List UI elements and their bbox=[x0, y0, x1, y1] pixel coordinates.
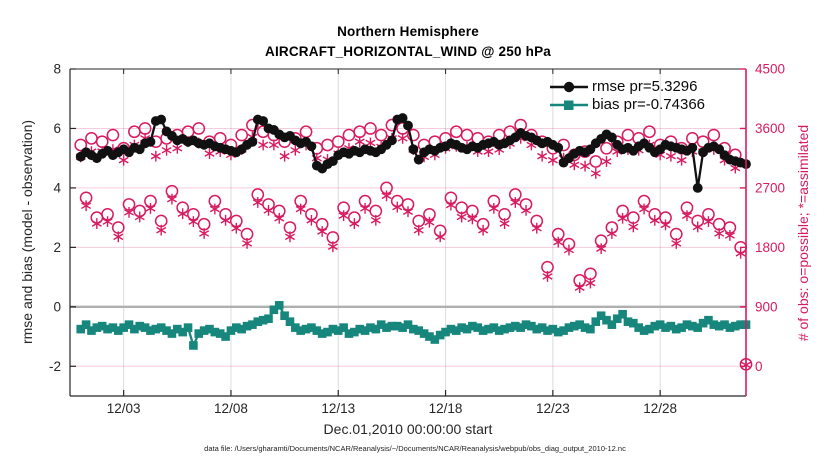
rmse-line-marker-icon bbox=[550, 81, 588, 92]
svg-text:1800: 1800 bbox=[755, 240, 785, 255]
footer-datafile: data file: /Users/gharamti/Documents/NCA… bbox=[204, 444, 626, 453]
tick-marks-and-labels: 12/03 12/08 12/13 12/18 12/23 12/28 8 6 4 2 0 -2 450… bbox=[49, 62, 785, 417]
svg-text:3600: 3600 bbox=[755, 121, 785, 136]
svg-text:0: 0 bbox=[755, 359, 763, 374]
title-line-2: AIRCRAFT_HORIZONTAL_WIND @ 250 hPa bbox=[265, 43, 551, 59]
svg-text:12/13: 12/13 bbox=[321, 401, 355, 416]
chart-title: Northern Hemisphere AIRCRAFT_HORIZONTAL_… bbox=[70, 22, 746, 61]
y-axis-label-left: rmse and bias (model - observation) bbox=[19, 119, 35, 345]
axes-spines bbox=[69, 68, 747, 397]
assimilated-count-markers bbox=[75, 131, 752, 371]
svg-text:4500: 4500 bbox=[755, 62, 785, 77]
svg-text:12/03: 12/03 bbox=[107, 401, 141, 416]
svg-text:2700: 2700 bbox=[755, 180, 785, 195]
svg-text:4: 4 bbox=[53, 180, 61, 195]
legend-item-bias: bias pr=-0.74366 bbox=[548, 96, 705, 113]
bias-line-marker-icon bbox=[550, 100, 588, 110]
y-axis-label-right: # of obs: o=possible; *=assimilated bbox=[795, 124, 811, 342]
rmse-series bbox=[75, 113, 751, 193]
svg-text:6: 6 bbox=[53, 121, 61, 136]
svg-text:2: 2 bbox=[53, 240, 61, 255]
svg-text:-2: -2 bbox=[49, 359, 61, 374]
svg-text:12/23: 12/23 bbox=[536, 401, 570, 416]
svg-text:12/08: 12/08 bbox=[214, 401, 248, 416]
legend-item-rmse: rmse pr=5.3296 bbox=[548, 78, 705, 95]
bias-series bbox=[76, 301, 751, 350]
svg-text:12/18: 12/18 bbox=[429, 401, 463, 416]
svg-text:900: 900 bbox=[755, 299, 778, 314]
gridlines bbox=[70, 68, 746, 396]
svg-text:0: 0 bbox=[53, 299, 61, 314]
legend-rmse-label: rmse pr=5.3296 bbox=[592, 78, 698, 95]
legend-bias-label: bias pr=-0.74366 bbox=[592, 96, 705, 113]
x-axis-label: Dec.01,2010 00:00:00 start bbox=[323, 421, 493, 437]
svg-text:8: 8 bbox=[53, 62, 61, 77]
svg-text:12/28: 12/28 bbox=[643, 401, 677, 416]
title-line-1: Northern Hemisphere bbox=[337, 24, 479, 39]
legend: rmse pr=5.3296 bias pr=-0.74366 bbox=[548, 78, 705, 113]
